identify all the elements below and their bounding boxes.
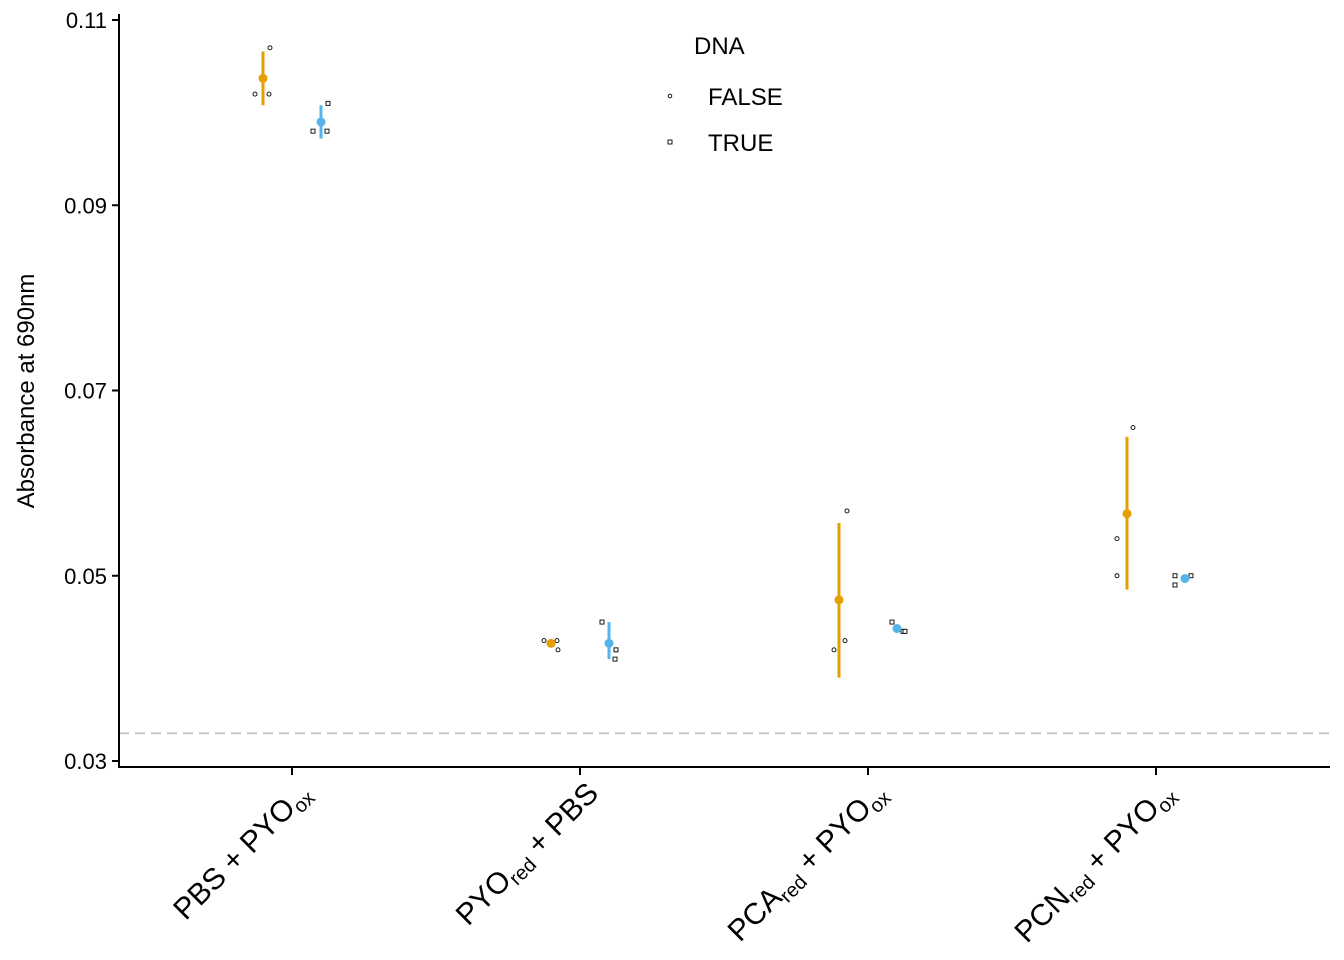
raw-point (831, 647, 837, 653)
raw-point (266, 91, 272, 97)
y-axis-title: Absorbance at 690nm (13, 274, 40, 509)
y-tick-label: 0.05 (64, 564, 107, 589)
mean-point (892, 624, 902, 634)
x-ticks: PBS + PYOox PYOred + PBS PCAred + PYOox PCN… (167, 767, 1184, 952)
raw-point (554, 638, 560, 644)
legend-key (667, 139, 673, 145)
raw-point (325, 100, 331, 106)
y-ticks: 0.03 0.05 0.07 0.09 0.11 (64, 8, 119, 774)
category-label: PYOred + PBS (450, 777, 608, 935)
legend-key (667, 93, 673, 99)
mean-point (546, 638, 556, 648)
y-tick-label: 0.09 (64, 193, 107, 218)
raw-point (613, 647, 619, 653)
raw-point (599, 619, 605, 625)
raw-point (889, 619, 895, 625)
raw-point (267, 45, 273, 51)
raw-point (252, 91, 258, 97)
raw-point (555, 647, 561, 653)
category-label: PBS + PYOox (167, 777, 320, 930)
mean-point (1122, 509, 1132, 519)
legend-label: TRUE (708, 130, 773, 157)
y-tick-label: 0.11 (66, 8, 107, 33)
category-label: PCAred + PYOox (722, 777, 896, 951)
raw-point (541, 638, 547, 644)
y-tick-label: 0.03 (64, 749, 107, 774)
axes (118, 14, 1330, 768)
mean-point (604, 638, 614, 648)
data-layer (252, 45, 1194, 678)
raw-point (844, 508, 850, 514)
y-tick-label: 0.07 (64, 379, 107, 404)
raw-point (1188, 573, 1194, 579)
raw-point (1172, 573, 1178, 579)
mean-point (834, 595, 844, 605)
mean-point (1180, 574, 1190, 584)
raw-point (842, 638, 848, 644)
raw-point (1114, 573, 1120, 579)
raw-point (1130, 425, 1136, 430)
raw-point (1114, 536, 1120, 542)
legend: DNA FALSE TRUE (667, 33, 783, 157)
mean-point (316, 117, 326, 127)
raw-point (310, 128, 316, 134)
raw-point (612, 656, 618, 662)
raw-point (324, 128, 330, 134)
raw-point (1172, 582, 1178, 588)
legend-label: FALSE (708, 84, 783, 111)
legend-title: DNA (694, 33, 745, 60)
mean-point (258, 73, 268, 83)
raw-point (902, 628, 908, 634)
category-label: PCNred + PYOox (1008, 777, 1183, 952)
